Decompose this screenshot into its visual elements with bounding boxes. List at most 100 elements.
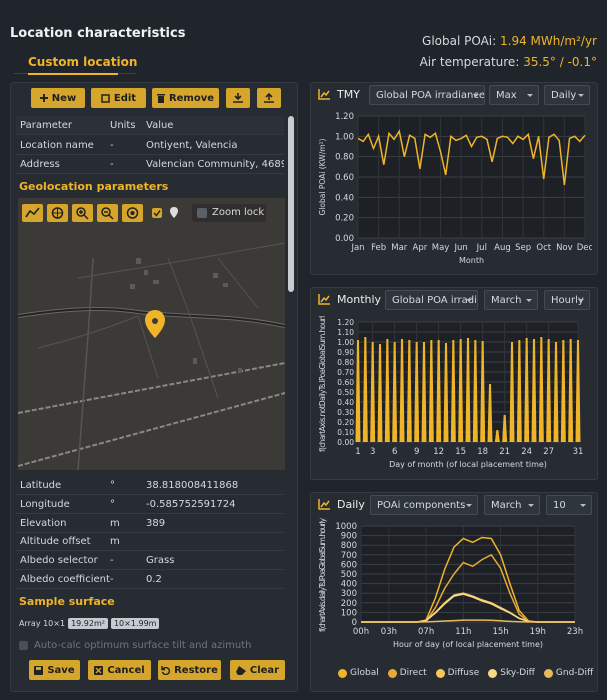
param-row: Elevation m 389	[16, 514, 284, 533]
spike	[377, 344, 383, 442]
y-tick-label: 0.50	[337, 388, 354, 397]
checkbox[interactable]	[19, 641, 28, 650]
icon	[235, 665, 246, 675]
x-tick-label: 15h	[492, 627, 508, 637]
legend-item: Global	[338, 668, 379, 678]
zoom-lock[interactable]: Zoom lock	[212, 207, 265, 218]
x-tick-label: Sep	[515, 243, 531, 253]
value: 35.5° / -0.1°	[523, 55, 597, 69]
dropdown[interactable]: POAi components	[370, 495, 478, 515]
param-row: Latitude ° 38.818008411868	[16, 476, 284, 495]
legend-swatch	[435, 668, 445, 678]
spike	[384, 339, 390, 442]
legend-label: Sky-Diff	[500, 668, 535, 678]
y-tick-label: 100	[341, 608, 357, 618]
spike	[458, 339, 464, 442]
array: Array 10×1	[19, 619, 66, 628]
param-unit: °	[110, 498, 115, 510]
legend-item: Sky-Diff	[488, 668, 535, 678]
save-button[interactable]: Save	[29, 660, 80, 680]
array-info: Array 10×1 19.92m² 10×1.99m	[19, 618, 160, 629]
auto-calc[interactable]: Auto-calc optimum surface tilt and azimu…	[34, 640, 252, 651]
spike	[421, 342, 427, 442]
param-name: Longitude	[20, 498, 70, 510]
x-tick-label: 21	[499, 447, 510, 457]
panel-title: Monthly	[337, 293, 382, 306]
restore-button[interactable]: Restore	[158, 660, 221, 680]
param-name: Albedo coefficient	[20, 574, 110, 585]
y-tick-label: 400	[341, 580, 357, 590]
x-tick-label: 3	[370, 447, 375, 457]
poa-summary: Global POAi: 1.94 MWh/m²/yr	[422, 34, 597, 48]
dropdown[interactable]: Global POA irradiance	[385, 290, 478, 310]
scrollbar[interactable]	[288, 116, 294, 292]
panel-title: TMY	[337, 88, 360, 101]
tab-underline	[28, 73, 118, 75]
data-line	[357, 129, 586, 186]
x-tick-label: Apr	[413, 243, 428, 253]
spike	[392, 342, 398, 442]
spike	[399, 339, 405, 442]
spike	[428, 340, 434, 442]
dropdown[interactable]: Hourly	[544, 290, 590, 310]
y-tick-label: 800	[341, 541, 357, 551]
icon	[34, 665, 44, 675]
label: Restore	[174, 664, 218, 676]
x-axis-label: Month	[459, 256, 484, 265]
y-tick-label: 0.00	[335, 234, 354, 244]
dropdown[interactable]: March	[484, 290, 538, 310]
cancel-button[interactable]: Cancel	[88, 660, 151, 680]
dropdown[interactable]: Global POA irradiance	[369, 85, 485, 105]
tab[interactable]: Custom location	[28, 55, 138, 69]
spike	[450, 340, 456, 442]
y-tick-label: 1.00	[335, 132, 354, 142]
y-tick-label: 200	[341, 599, 357, 609]
map[interactable]	[18, 198, 285, 470]
y-tick-label: 0.10	[337, 428, 354, 437]
spike	[538, 337, 544, 442]
label: Save	[47, 664, 75, 676]
spike	[436, 340, 442, 442]
dropdown[interactable]: Max	[489, 85, 539, 105]
badge: 19.92m²	[68, 618, 108, 629]
upload-button[interactable]	[257, 88, 281, 108]
dropdown[interactable]: March	[484, 495, 540, 515]
y-axis-label: f(chartAxis.notDailyTs.lPoaGlobalSum.hou…	[318, 316, 327, 452]
y-tick-label: 1.00	[337, 338, 354, 347]
y-tick-label: 0.20	[337, 418, 354, 427]
spike	[355, 340, 361, 442]
legend-label: Direct	[399, 668, 427, 678]
dropdown[interactable]: Daily	[544, 85, 590, 105]
section-title: Geolocation parameters	[19, 180, 169, 193]
dropdown[interactable]: 10	[546, 495, 592, 515]
new-button[interactable]: New	[31, 88, 85, 108]
label: Cancel	[107, 664, 145, 676]
x-tick-label: 19h	[530, 627, 546, 637]
edit-button[interactable]: Edit	[91, 88, 146, 108]
spike	[465, 338, 471, 442]
y-tick-label: 0.00	[337, 438, 354, 447]
x-tick-label: 1	[355, 447, 360, 457]
download-button[interactable]	[226, 88, 250, 108]
spike	[472, 340, 478, 442]
icon	[156, 93, 165, 103]
param-value: 0.2	[146, 574, 162, 585]
icon	[161, 665, 171, 675]
legend: Global Direct Diffuse Sky-Diff Gnd-Diff	[338, 668, 593, 678]
legend-item: Diffuse	[435, 668, 479, 678]
label: Clear	[249, 664, 280, 676]
x-tick-label: 15	[455, 447, 466, 457]
param-row: Albedo selector - Grass	[16, 551, 284, 571]
y-tick-label: 0.80	[335, 153, 354, 163]
spike	[516, 340, 522, 442]
remove-button[interactable]: Remove	[152, 88, 219, 108]
col: Parameter	[20, 120, 73, 131]
spike	[524, 338, 530, 442]
param-value: Grass	[146, 555, 175, 567]
chart: 0.000.100.200.300.400.500.600.700.800.90…	[318, 316, 583, 469]
param-row: Longitude ° -0.585752591724	[16, 495, 284, 514]
param-name: Elevation	[20, 517, 67, 529]
spike	[480, 341, 486, 442]
clear-button[interactable]: Clear	[230, 660, 285, 680]
